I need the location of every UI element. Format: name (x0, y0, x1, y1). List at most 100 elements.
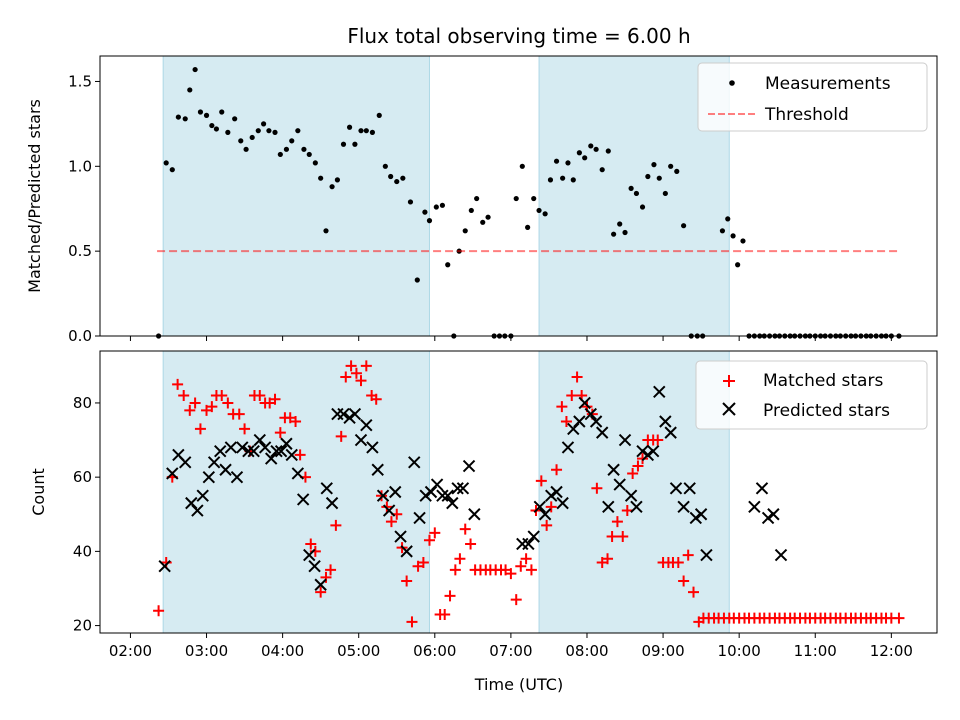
matched-star-point (153, 605, 165, 617)
top-axes-frame (99, 55, 938, 337)
predicted-star-point (607, 463, 620, 476)
predicted-star-point (774, 548, 788, 562)
matched-star-point (370, 393, 382, 405)
matched-star-point (465, 538, 477, 550)
matched-star-point (206, 401, 218, 413)
top-ylabel: Matched/Predicted stars (25, 99, 44, 293)
top-legend: Measurements Threshold (697, 62, 928, 132)
predicted-star-point (441, 489, 454, 502)
measurement-point (175, 114, 181, 120)
predicted-star-point (343, 411, 356, 424)
predicted-star-point (274, 444, 288, 458)
measurement-point (382, 163, 388, 169)
xtick-label: 08:00 (565, 642, 608, 660)
ytick-label: 0.5 (68, 242, 92, 260)
predicted-star-point (158, 560, 171, 573)
measurement-point (400, 175, 406, 181)
matched-star-point (340, 371, 352, 383)
matched-star-point (315, 586, 327, 598)
measurement-point (225, 129, 231, 135)
matched-star-point (627, 467, 639, 479)
measurement-point (295, 128, 301, 134)
predicted-star-point (669, 482, 683, 495)
measurement-point (628, 185, 634, 191)
measurement-point (599, 167, 605, 173)
matched-star-point (184, 404, 196, 416)
bottom-axes-frame (99, 350, 938, 634)
legend-matched: Matched stars (763, 371, 883, 391)
measurement-point (719, 228, 726, 234)
xtick-label: 02:00 (109, 642, 152, 660)
measurement-point (560, 175, 566, 181)
predicted-star-point (413, 511, 426, 525)
predicted-star-point (694, 508, 708, 521)
matched-star-point (556, 401, 568, 413)
predicted-star-point (419, 489, 432, 502)
predicted-star-point (589, 415, 603, 428)
measurement-point (570, 177, 576, 183)
predicted-star-point (382, 504, 396, 517)
matched-star-point (541, 519, 553, 531)
legend-threshold: Threshold (764, 105, 849, 125)
predicted-star-point (408, 456, 421, 469)
measurement-point (639, 204, 646, 210)
measurement-point (565, 160, 571, 166)
xtick-label: 10:00 (718, 642, 761, 660)
predicted-star-point (270, 444, 283, 458)
measurement-point (182, 116, 188, 122)
matched-star-point (688, 586, 700, 598)
predicted-star-point (748, 500, 761, 514)
predicted-star-point (258, 441, 272, 454)
predicted-star-point (264, 452, 278, 465)
predicted-star-point (516, 537, 529, 551)
predicted-star-point (224, 441, 238, 454)
chart-title: Flux total observing time = 6.00 h (347, 24, 690, 48)
matched-star-point (350, 367, 362, 379)
predicted-star-point (683, 482, 696, 495)
predicted-star-point (613, 478, 626, 491)
predicted-star-point (451, 482, 464, 495)
matched-star-point (611, 516, 623, 528)
ytick-label: 20 (73, 617, 92, 635)
predicted-star-point (285, 448, 298, 462)
measurement-point (213, 126, 220, 132)
measurement-point (617, 221, 623, 227)
bottom-legend-box (695, 360, 928, 430)
measurement-point (513, 195, 519, 202)
measurement-point (329, 184, 335, 190)
measurement-point (485, 214, 491, 220)
predicted-star-point (527, 530, 540, 543)
matched-star-point (429, 527, 441, 539)
xtick-label: 12:00 (870, 642, 913, 660)
matched-star-point (335, 430, 347, 442)
predicted-star-point (376, 489, 390, 502)
matched-star-point (160, 557, 172, 568)
ytick-label: 1.5 (68, 72, 92, 90)
matched-star-point (376, 490, 388, 502)
matched-star-point (269, 393, 281, 405)
predicted-star-point (325, 496, 339, 510)
matched-star-point (515, 560, 527, 572)
measurement-point (674, 168, 680, 174)
matched-star-point (194, 423, 206, 435)
matched-star-point (355, 375, 367, 387)
predicted-star-point (446, 496, 459, 510)
predicted-star-point (618, 433, 632, 447)
bottom-legend: Matched stars Predicted stars (695, 360, 928, 430)
measurement-point (611, 231, 617, 237)
matched-star-point (535, 475, 547, 487)
matched-star-point (893, 612, 905, 624)
measurement-point (289, 138, 295, 144)
measurement-point (306, 151, 312, 158)
matched-star-point (385, 516, 397, 528)
predicted-star-point (761, 511, 775, 525)
predicted-star-point (430, 478, 444, 491)
measurement-point (656, 175, 662, 181)
measurement-point (232, 116, 238, 122)
measurement-point (249, 134, 255, 141)
matched-star-point (602, 553, 614, 565)
matched-star-point (454, 553, 466, 565)
measurement-point (283, 146, 290, 152)
matched-star-point (233, 408, 245, 420)
matched-star-point (330, 519, 342, 531)
